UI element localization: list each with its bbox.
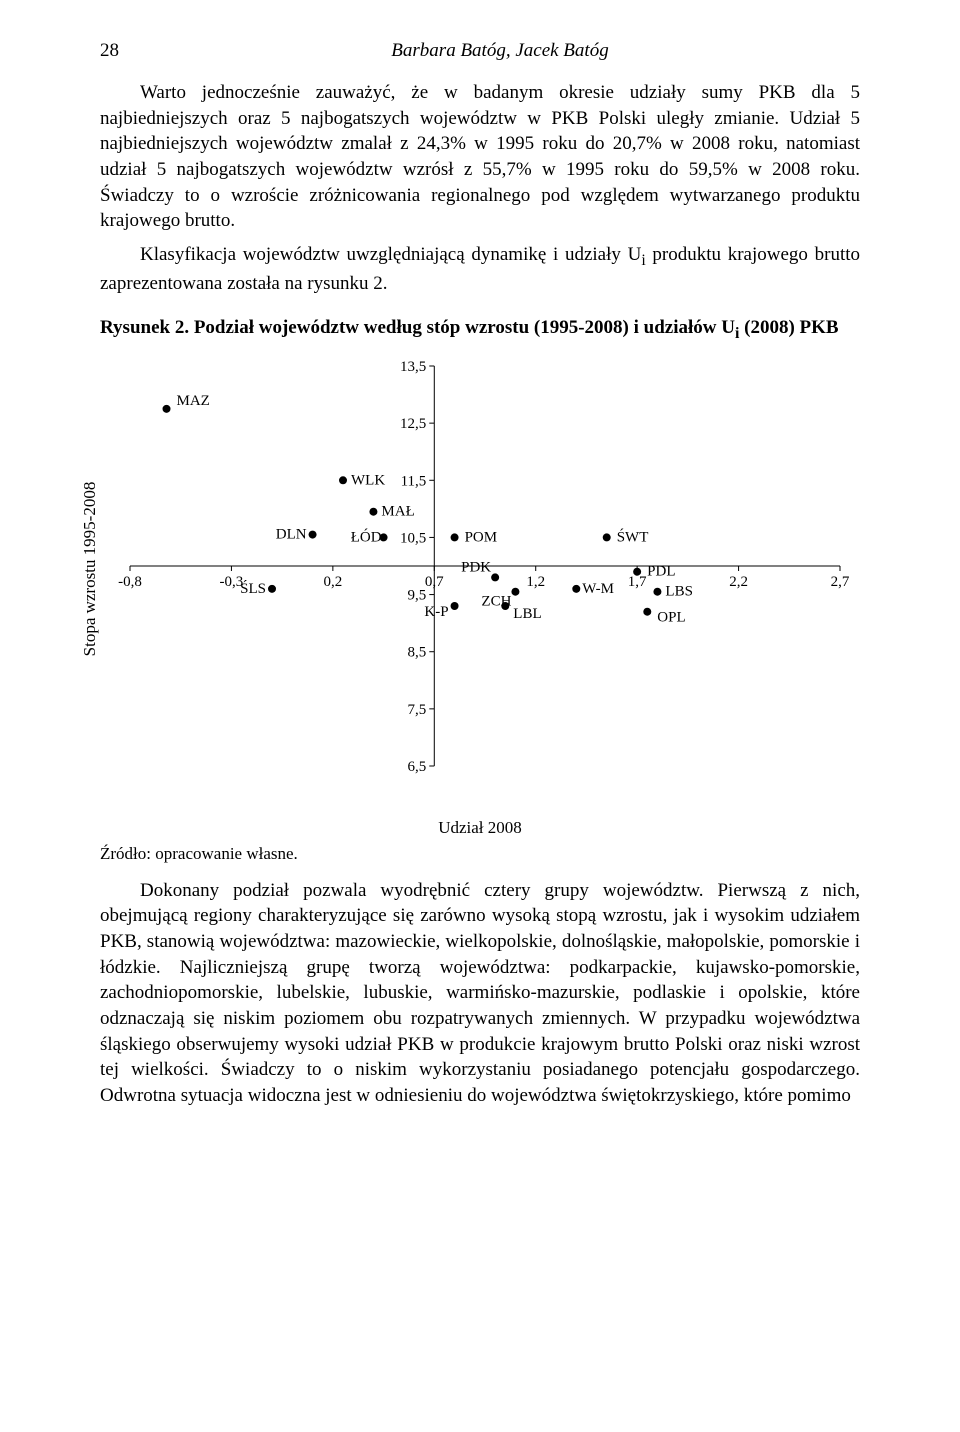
paragraph-2: Klasyfikacja województw uwzględniającą d… [100, 242, 860, 297]
svg-text:LBL: LBL [513, 606, 541, 622]
svg-text:1,7: 1,7 [628, 574, 647, 590]
svg-text:ŚLS: ŚLS [240, 580, 266, 597]
svg-text:MAZ: MAZ [177, 393, 210, 409]
svg-text:8,5: 8,5 [408, 645, 427, 661]
svg-text:ŚWT: ŚWT [617, 528, 649, 545]
svg-text:12,5: 12,5 [400, 416, 426, 432]
svg-text:PDK: PDK [461, 559, 491, 575]
page-number: 28 [100, 40, 140, 62]
svg-text:10,5: 10,5 [400, 530, 426, 546]
svg-text:6,5: 6,5 [408, 759, 427, 775]
caption-pre: Rysunek 2. Podział województw według stó… [100, 317, 735, 338]
svg-text:PDL: PDL [647, 564, 675, 580]
svg-text:W-M: W-M [582, 581, 614, 597]
svg-text:WLK: WLK [351, 472, 385, 488]
svg-text:-0,8: -0,8 [118, 574, 142, 590]
svg-text:2,2: 2,2 [729, 574, 748, 590]
figure-caption: Rysunek 2. Podział województw według stó… [100, 315, 860, 344]
caption-post: (2008) PKB [739, 317, 838, 338]
paragraph-1: Warto jednocześnie zauważyć, że w badany… [100, 80, 860, 234]
svg-text:11,5: 11,5 [401, 473, 427, 489]
svg-text:DLN: DLN [276, 526, 307, 542]
running-header: 28 Barbara Batóg, Jacek Batóg [100, 40, 860, 62]
scatter-chart: Stopa wzrostu 1995-2008 -0,8-0,30,20,71,… [100, 354, 860, 784]
svg-text:13,5: 13,5 [400, 359, 426, 375]
svg-text:0,2: 0,2 [323, 574, 342, 590]
svg-text:K-P: K-P [424, 604, 448, 620]
paragraph-3: Dokonany podział pozwala wyodrębnić czte… [100, 878, 860, 1109]
svg-text:POM: POM [465, 529, 498, 545]
svg-text:9,5: 9,5 [408, 587, 427, 603]
svg-text:2,7: 2,7 [831, 574, 850, 590]
svg-text:OPL: OPL [657, 610, 685, 626]
svg-text:LBS: LBS [665, 584, 693, 600]
y-axis-label: Stopa wzrostu 1995-2008 [80, 481, 100, 656]
svg-text:ŁÓD: ŁÓD [351, 528, 382, 545]
page: 28 Barbara Batóg, Jacek Batóg Warto jedn… [0, 0, 960, 1432]
svg-text:7,5: 7,5 [408, 702, 427, 718]
svg-text:1,2: 1,2 [526, 574, 545, 590]
p2-pre: Klasyfikacja województw uwzględniającą d… [140, 244, 641, 265]
figure-source: Źródło: opracowanie własne. [100, 844, 860, 864]
svg-text:MAŁ: MAŁ [381, 504, 414, 520]
chart-svg: -0,8-0,30,20,71,21,72,22,76,57,58,59,510… [100, 354, 860, 784]
authors: Barbara Batóg, Jacek Batóg [140, 40, 860, 62]
x-axis-label: Udział 2008 [100, 818, 860, 838]
svg-text:0,7: 0,7 [425, 574, 444, 590]
